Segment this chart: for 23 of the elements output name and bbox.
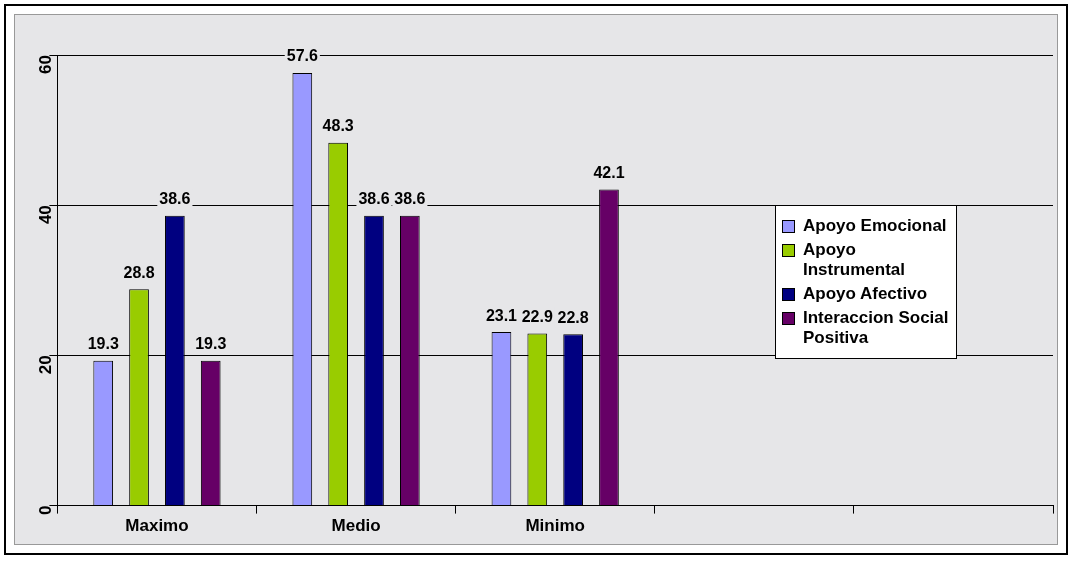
data-label: 22.8 [557,308,589,326]
data-label: 19.3 [87,335,119,353]
data-label: 42.1 [593,163,625,181]
data-label: 19.3 [195,335,227,353]
data-label: 28.8 [123,263,155,281]
data-label: 23.1 [485,306,518,324]
data-label: 48.3 [322,117,354,135]
legend-label: Apoyo Instrumental [803,240,907,280]
y-tick-label: 20 [36,355,56,375]
legend-label: Apoyo Afectivo [803,284,928,304]
data-label: 57.6 [286,47,318,65]
x-tick-label: Medio [331,516,381,536]
data-label: 38.6 [159,190,191,208]
data-label: 38.6 [358,190,390,208]
y-tick-label: 0 [36,505,56,516]
legend-label: Apoyo Emocional [803,216,947,236]
data-label: 22.9 [521,308,553,326]
y-tick-label: 40 [36,205,56,225]
x-tick-label: Maximo [125,516,189,536]
legend-label: Interaccion Social Positiva [803,308,950,348]
y-tick-label: 60 [36,55,56,74]
data-label: 38.6 [394,190,426,208]
x-tick-label: Minimo [525,516,585,536]
